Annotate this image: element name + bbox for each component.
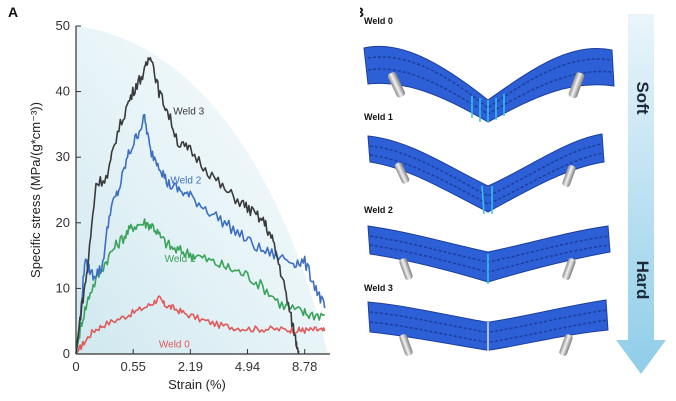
series-line-weld-3	[75, 56, 300, 355]
series-label-weld-0: Weld 0	[159, 339, 190, 350]
arrow-label-hard: Hard	[633, 260, 652, 300]
panel-b-letter: B	[360, 4, 364, 20]
y-tick-label: 30	[56, 149, 70, 164]
plot-envelope	[76, 26, 328, 354]
weld-2-title: Weld 2	[364, 205, 393, 215]
beam-weld-2	[367, 225, 611, 284]
x-tick-label: 2.19	[178, 359, 203, 374]
y-tick-label: 50	[56, 18, 70, 33]
y-axis-title: Specific stress (MPa/(g*cm⁻³))	[28, 102, 43, 278]
beam-weld-1	[367, 133, 605, 215]
panel-a-letter: A	[8, 4, 18, 20]
x-tick-label: 8.78	[292, 359, 317, 374]
weld-0-title: Weld 0	[364, 16, 393, 26]
weld-1-title: Weld 1	[364, 112, 393, 122]
x-axis-title: Strain (%)	[168, 377, 226, 392]
panel-b: B	[360, 0, 676, 401]
series-line-weld-0	[75, 295, 326, 355]
series-labels: Weld 0 Weld 1 Weld 2 Weld 3	[159, 107, 205, 351]
series-line-weld-2	[75, 113, 326, 355]
tick-labels: 0 10 20 30 40 50 0 0.55 2.19 4.94 8.78	[56, 18, 318, 374]
series-line-weld-1	[75, 218, 326, 355]
y-tick-label: 40	[56, 84, 70, 99]
y-tick-label: 20	[56, 215, 70, 230]
arrow-label-soft: Soft	[633, 81, 652, 115]
beam-weld-0	[363, 45, 615, 123]
series-label-weld-1: Weld 1	[165, 254, 196, 265]
x-tick-label: 4.94	[235, 359, 260, 374]
y-tick-label: 10	[56, 280, 70, 295]
y-tick-label: 0	[63, 346, 70, 361]
x-tick-label: 0.55	[121, 359, 146, 374]
beam-weld-3	[367, 299, 609, 356]
softness-arrow	[616, 14, 666, 374]
series-lines	[75, 56, 326, 355]
panel-b-graphic: B	[360, 4, 666, 374]
panel-a-chart: A 0 10 20 30 40 50 0 0.55 2.19 4.94 8.78 Strain (%…	[8, 4, 330, 392]
weld-3-title: Weld 3	[364, 283, 393, 293]
axes	[75, 26, 330, 355]
series-label-weld-3: Weld 3	[173, 107, 204, 118]
series-label-weld-2: Weld 2	[170, 175, 201, 186]
x-tick-label: 0	[72, 359, 79, 374]
